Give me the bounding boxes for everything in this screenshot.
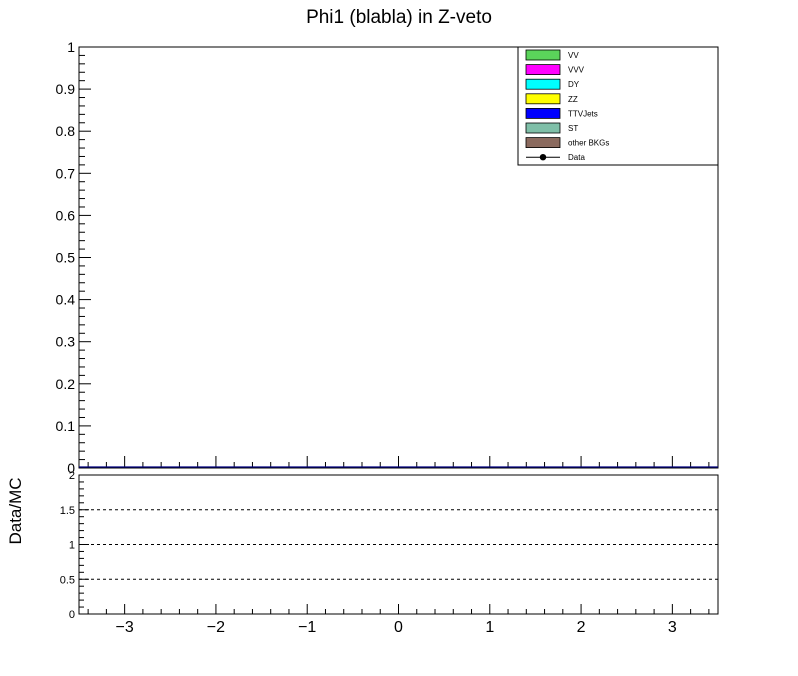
legend-item: VV — [525, 49, 579, 61]
ratio-x-tick-label: −3 — [116, 619, 134, 636]
ratio-y-tick-label: 1.5 — [60, 505, 75, 517]
legend-item: ZZ — [525, 93, 578, 105]
legend-swatch — [525, 64, 561, 75]
ratio-x-tick-label: 2 — [577, 619, 586, 636]
ratio-y-axis: 0 0.5 1 1.5 2 — [60, 470, 89, 621]
legend-item: VVV — [525, 64, 585, 75]
ratio-x-tick-label: 3 — [668, 619, 677, 636]
ratio-x-tick-label: −2 — [207, 619, 225, 636]
ratio-reference-lines — [79, 509, 718, 580]
main-y-tick-label: 0.8 — [56, 123, 76, 139]
legend-item: TTVJets — [525, 108, 598, 119]
ratio-y-tick-label: 1 — [69, 540, 75, 552]
legend-label: ZZ — [568, 95, 578, 104]
legend-item: ST — [525, 122, 578, 134]
legend-swatch — [525, 78, 561, 90]
ratio-x-axis: −3 −2 −1 0 1 2 3 — [87, 604, 710, 636]
main-y-tick-label: 0.4 — [56, 292, 76, 308]
ratio-y-tick-label: 0 — [69, 609, 75, 621]
main-y-tick-label: 0.9 — [56, 81, 76, 97]
main-y-tick-label: 0.2 — [56, 376, 76, 392]
ratio-x-tick-label: 1 — [485, 619, 494, 636]
main-y-tick-label: 0.5 — [56, 250, 76, 266]
main-y-tick-label: 0.6 — [56, 207, 76, 223]
legend-label: VVV — [568, 66, 585, 75]
legend-label: Data — [568, 153, 585, 162]
ratio-y-axis-label: Data/MC — [6, 477, 25, 544]
chart-title: Phi1 (blabla) in Z-veto — [306, 7, 492, 28]
legend-label: TTVJets — [568, 109, 598, 118]
legend-data-marker — [539, 154, 547, 161]
main-y-tick-label: 0.3 — [56, 334, 76, 350]
main-y-tick-label: 1 — [67, 39, 75, 55]
main-y-tick-label: 0.7 — [56, 165, 76, 181]
legend-swatch — [525, 49, 561, 61]
legend-label: VV — [568, 51, 579, 60]
main-y-tick-label: 0.1 — [56, 418, 76, 434]
main-y-axis: 0 0.1 0.2 0.3 0.4 0.5 0.6 0.7 0.8 0.9 1 — [56, 39, 91, 476]
ratio-y-tick-label: 0.5 — [60, 574, 75, 586]
ratio-x-tick-label: 0 — [394, 619, 403, 636]
legend-item: other BKGs — [525, 137, 609, 149]
legend-label: other BKGs — [568, 139, 609, 148]
legend-swatch — [525, 122, 561, 134]
legend-item: Data — [526, 153, 585, 162]
main-y-tick-label: 0 — [67, 460, 75, 476]
ratio-y-tick-label: 2 — [69, 470, 75, 482]
legend-label: DY — [568, 80, 580, 89]
legend-swatch — [525, 93, 561, 105]
legend-swatch — [525, 108, 561, 119]
main-x-axis-ticks — [87, 456, 710, 468]
legend-label: ST — [568, 124, 578, 133]
legend-item: DY — [525, 78, 580, 90]
ratio-x-tick-label: −1 — [298, 619, 316, 636]
legend-swatch — [525, 137, 561, 149]
